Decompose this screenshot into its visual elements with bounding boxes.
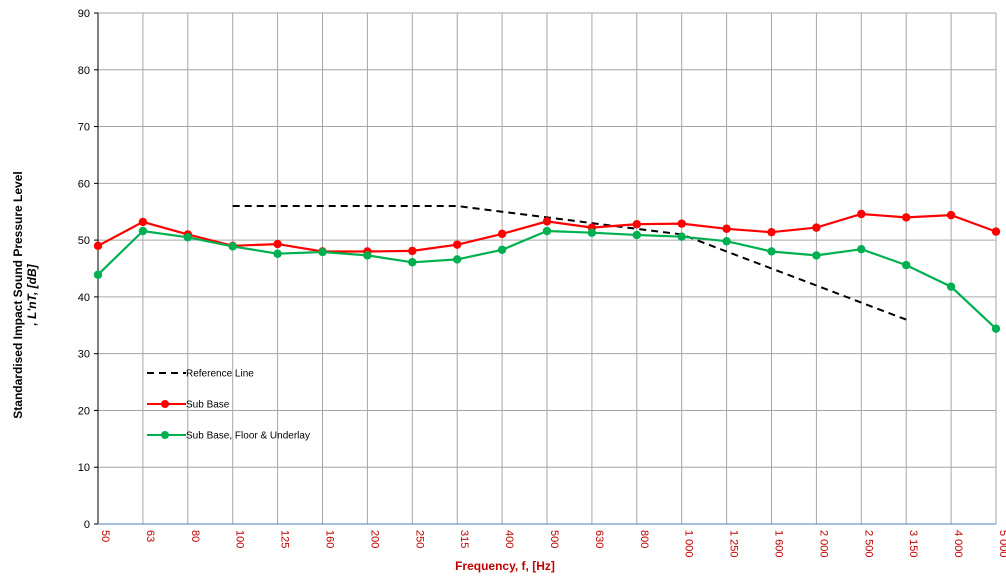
x-tick-label: 125 [279, 530, 291, 548]
data-point [542, 226, 552, 236]
y-tick-label: 50 [78, 235, 90, 247]
data-point [677, 232, 686, 241]
legend-swatch-marker [161, 431, 169, 439]
y-tick-label: 90 [78, 8, 90, 20]
x-tick-label: 250 [413, 530, 425, 548]
data-point [946, 282, 956, 291]
data-point [228, 242, 237, 251]
data-point [632, 220, 641, 229]
data-point [632, 230, 641, 240]
x-axis-title: Frequency, f, [Hz] [455, 559, 555, 573]
x-tick-label: 3 150 [907, 530, 919, 558]
data-point [93, 241, 103, 250]
legend-label: Reference Line [186, 369, 254, 380]
data-point [857, 244, 866, 254]
legend: Reference Line Sub Base Sub Base, Floor & … [147, 369, 310, 442]
data-point [991, 227, 1001, 236]
data-point [138, 217, 148, 227]
y-tick-label: 30 [78, 349, 90, 361]
series-line [232, 205, 907, 321]
y-axis-title-line2: , L'nT, [dB] [25, 263, 39, 326]
x-tick-label: 315 [458, 530, 470, 548]
data-point [408, 258, 417, 267]
x-axis-ticks: 50 63 80 100 125 160 200 250 315 400 500 630 800 1 00… [99, 530, 1006, 558]
data-point [453, 255, 462, 264]
x-tick-label: 160 [324, 530, 336, 548]
x-tick-label: 2 500 [862, 530, 874, 558]
x-tick-label: 2 000 [817, 530, 829, 558]
y-tick-label: 80 [78, 65, 90, 77]
data-point [902, 260, 911, 270]
data-point [722, 237, 731, 246]
y-tick-label: 0 [84, 519, 90, 531]
data-point [991, 324, 1001, 333]
x-tick-label: 5 000 [997, 530, 1006, 558]
x-tick-label: 4 000 [952, 530, 964, 558]
y-tick-label: 10 [78, 462, 90, 474]
x-tick-label: 200 [368, 530, 380, 548]
x-tick-label: 800 [638, 530, 650, 548]
series-group [93, 205, 1001, 333]
y-axis-ticks: 0 10 20 30 40 50 60 70 80 90 [78, 8, 98, 531]
data-point [587, 228, 597, 237]
legend-label: Sub Base [186, 400, 230, 411]
y-axis-title-group: Standardised Impact Sound Pressure Level… [11, 171, 39, 418]
data-point [93, 270, 103, 279]
y-tick-label: 40 [78, 292, 90, 304]
data-point [812, 251, 821, 260]
x-tick-label: 630 [593, 530, 605, 548]
y-axis-title-line1: Standardised Impact Sound Pressure Level [11, 171, 25, 418]
data-point [542, 217, 552, 226]
x-tick-label: 1 600 [773, 530, 785, 558]
x-tick-label: 100 [234, 530, 246, 548]
y-tick-label: 70 [78, 122, 90, 134]
x-tick-label: 500 [548, 530, 560, 548]
data-point [497, 245, 507, 254]
data-point [273, 239, 282, 249]
data-point [408, 246, 417, 256]
legend-swatch-marker [161, 400, 169, 408]
data-point [812, 223, 821, 232]
data-point [902, 213, 911, 222]
x-tick-label: 1 250 [728, 530, 740, 558]
axes [97, 13, 996, 525]
legend-label: Sub Base, Floor & Underlay [186, 431, 310, 442]
data-point [273, 249, 282, 258]
y-tick-label: 60 [78, 178, 90, 190]
data-point [363, 251, 372, 260]
x-tick-label: 63 [144, 530, 156, 542]
data-point [318, 247, 327, 257]
y-tick-label: 20 [78, 405, 90, 417]
data-point [946, 210, 956, 220]
data-point [183, 233, 192, 242]
data-point [722, 224, 731, 233]
data-point [497, 229, 507, 239]
data-point [138, 226, 148, 236]
data-point [767, 247, 776, 256]
data-point [677, 219, 686, 228]
x-tick-label: 400 [503, 530, 515, 548]
data-point [857, 209, 866, 219]
data-point [767, 227, 776, 237]
data-point [453, 240, 462, 249]
x-tick-label: 1 000 [683, 530, 695, 558]
x-tick-label: 50 [99, 530, 111, 542]
grid-lines [97, 12, 997, 525]
x-tick-label: 80 [189, 530, 201, 542]
